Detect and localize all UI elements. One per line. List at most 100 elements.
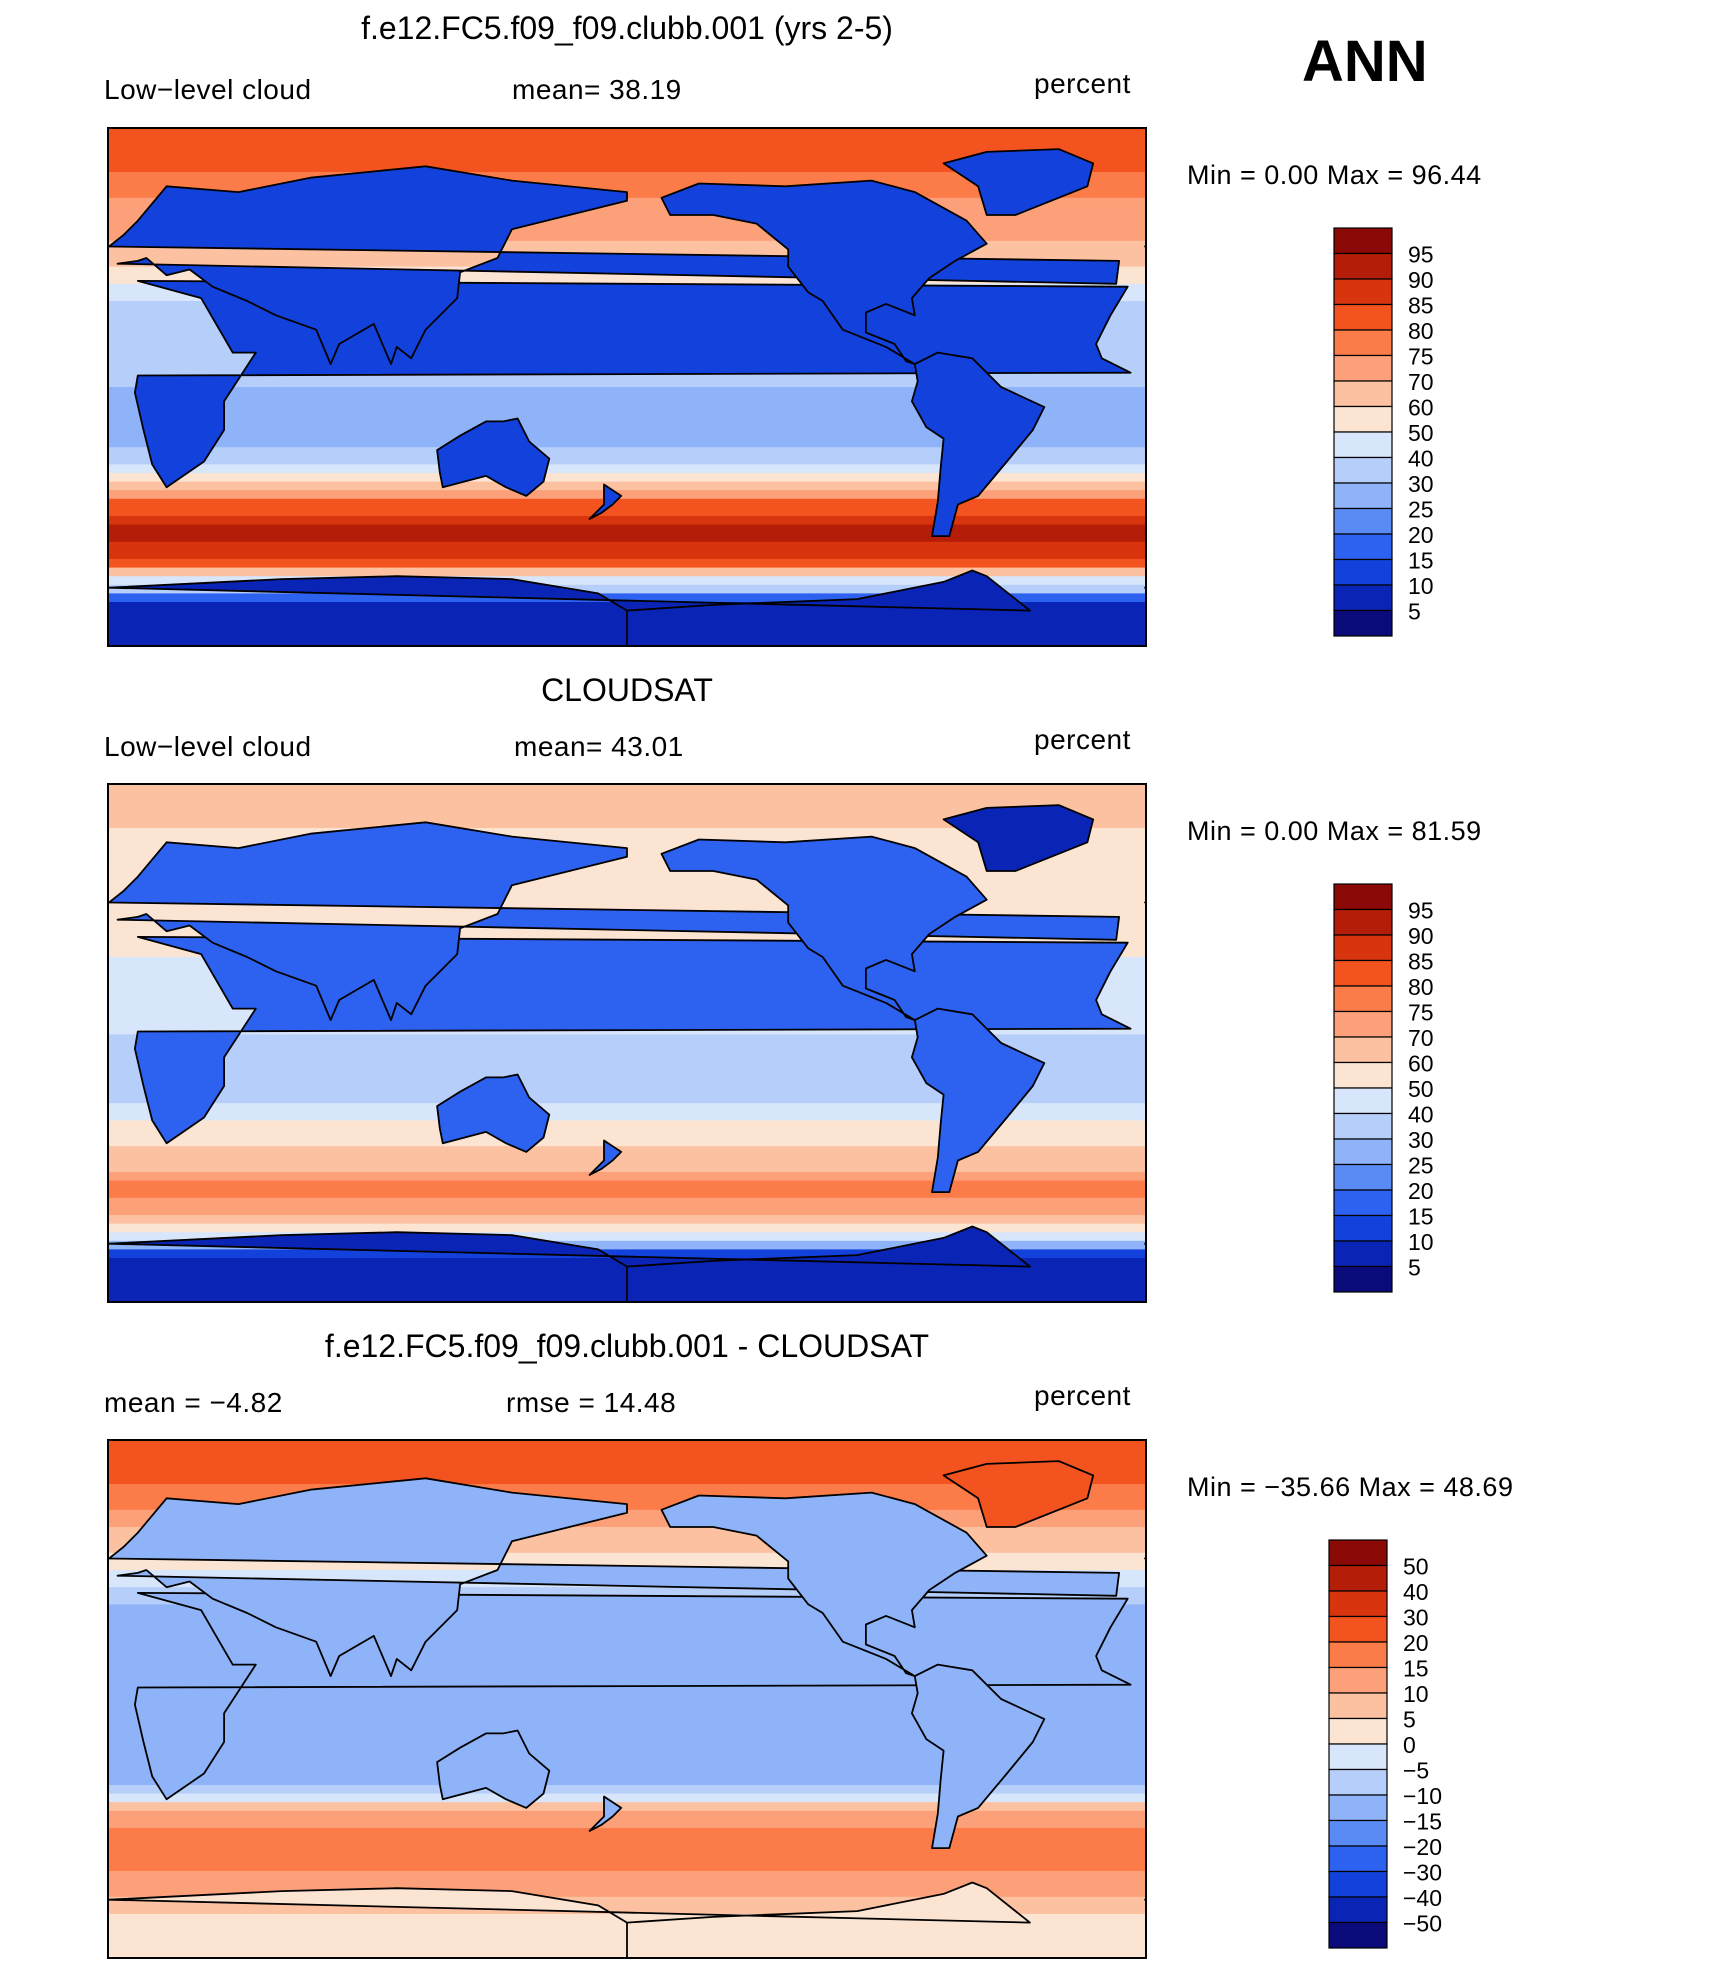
panel2-colorbar-tick-label: 95 bbox=[1408, 898, 1434, 924]
panel1-variable-label: Low−level cloud bbox=[104, 74, 312, 105]
panel1-lat-band bbox=[109, 395, 1145, 405]
panel2-lat-band bbox=[109, 1111, 1145, 1122]
panel2-colorbar-box bbox=[1333, 883, 1393, 911]
panel1-lat-band bbox=[109, 378, 1145, 388]
panel3-lat-band bbox=[109, 1879, 1145, 1889]
panel2-lat-band bbox=[109, 1034, 1145, 1044]
panel2-colorbar-tick-label: 10 bbox=[1408, 1229, 1434, 1255]
panel2-colorbar-box bbox=[1333, 1061, 1393, 1089]
panel2-lat-band bbox=[109, 1043, 1145, 1053]
panel3-lat-band bbox=[109, 1466, 1145, 1477]
panel2-lat-band bbox=[109, 896, 1145, 907]
panel1-colorbar-tick-label: 60 bbox=[1408, 395, 1434, 421]
panel3-colorbar-tick-label: −15 bbox=[1403, 1809, 1442, 1835]
panel2-colorbar-tick-label: 80 bbox=[1408, 974, 1434, 1000]
panel3-colorbar-box bbox=[1328, 1641, 1388, 1669]
panel2-colorbar-box bbox=[1333, 1214, 1393, 1242]
panel1-colorbar-box bbox=[1333, 303, 1393, 331]
panel3-colorbar-box bbox=[1328, 1590, 1388, 1618]
panel3-lat-band bbox=[109, 1802, 1145, 1812]
panel3-colorbar-tick-label: −30 bbox=[1403, 1860, 1442, 1886]
panel1-lat-band bbox=[109, 275, 1145, 285]
panel3-colorbar-tick-label: −50 bbox=[1403, 1911, 1442, 1937]
panel2-coastline-namerica bbox=[660, 835, 988, 1021]
panel1-lat-band bbox=[109, 404, 1145, 414]
panel2-map-field bbox=[109, 785, 1145, 1301]
panel1-colorbar-tick-label: 75 bbox=[1408, 344, 1434, 370]
panel3-land-group bbox=[109, 1460, 1145, 1957]
panel2-lat-band bbox=[109, 1077, 1145, 1087]
panel2-colorbar-tick-label: 25 bbox=[1408, 1153, 1434, 1179]
panel2-lat-band bbox=[109, 1172, 1145, 1182]
panel1-lat-band bbox=[109, 524, 1145, 534]
panel3-colorbar-tick-label: 40 bbox=[1403, 1579, 1429, 1605]
panel3-lat-band bbox=[109, 1518, 1145, 1528]
panel2-lat-band bbox=[109, 879, 1145, 889]
panel2-lat-band bbox=[109, 1215, 1145, 1225]
panel2-title: CLOUDSAT bbox=[541, 672, 713, 708]
panel2-lat-band bbox=[109, 1103, 1145, 1113]
panel1-lat-band bbox=[109, 129, 1145, 139]
panel2-lat-band bbox=[109, 1129, 1145, 1139]
panel1-lat-band bbox=[109, 412, 1145, 423]
panel2-colorbar-box bbox=[1333, 1036, 1393, 1064]
panel1-colorbar-tick-label: 95 bbox=[1408, 242, 1434, 268]
panel3-coastline-australia bbox=[436, 1729, 551, 1809]
panel1-lat-band bbox=[109, 172, 1145, 182]
panel3-lat-band bbox=[109, 1587, 1145, 1597]
panel3-colorbar-box bbox=[1328, 1692, 1388, 1720]
panel2-colorbar-box bbox=[1333, 1138, 1393, 1166]
panel1-coastline-australia bbox=[436, 417, 551, 497]
panel2-colorbar-tick-label: 90 bbox=[1408, 923, 1434, 949]
panel2-lat-band bbox=[109, 1068, 1145, 1079]
panel2-colorbar-box bbox=[1333, 908, 1393, 936]
panel3-lat-band bbox=[109, 1750, 1145, 1760]
panel1-colorbar-box bbox=[1333, 482, 1393, 510]
panel3-colorbar-tick-label: 50 bbox=[1403, 1554, 1429, 1580]
panel1-lat-band bbox=[109, 498, 1145, 509]
panel1-colorbar-box bbox=[1333, 609, 1393, 637]
panel3-lat-band bbox=[109, 1896, 1145, 1907]
panel3-colorbar-tick-label: −10 bbox=[1403, 1783, 1442, 1809]
panel1-lat-band bbox=[109, 180, 1145, 190]
panel1-lat-band bbox=[109, 154, 1145, 165]
panel2-lat-band bbox=[109, 1249, 1145, 1259]
panel2-colorbar-tick-label: 75 bbox=[1408, 1000, 1434, 1026]
panel1-lat-band bbox=[109, 541, 1145, 552]
panel3-colorbar-tick-label: 15 bbox=[1403, 1656, 1429, 1682]
panel2-lat-band bbox=[109, 1197, 1145, 1208]
panel1-title: f.e12.FC5.f09_f09.clubb.001 (yrs 2-5) bbox=[361, 10, 893, 46]
panel2-colorbar-tick-label: 60 bbox=[1408, 1051, 1434, 1077]
panel3-colorbar-tick-label: 20 bbox=[1403, 1630, 1429, 1656]
panel1-colorbar-box bbox=[1333, 405, 1393, 433]
panel1-colorbar-tick-label: 40 bbox=[1408, 446, 1434, 472]
panel2-lat-band bbox=[109, 1154, 1145, 1165]
panel2-lat-band bbox=[109, 828, 1145, 838]
season-label: ANN bbox=[1302, 29, 1428, 94]
panel2-lat-band bbox=[109, 862, 1145, 872]
panel3-map bbox=[107, 1439, 1147, 1959]
panel2-lat-band bbox=[109, 802, 1145, 812]
panel3-lat-band bbox=[109, 1853, 1145, 1864]
panel1-colorbar-tick-label: 80 bbox=[1408, 318, 1434, 344]
panel1-lat-band bbox=[109, 481, 1145, 491]
panel3-colorbar-box bbox=[1328, 1717, 1388, 1745]
panel1-lat-band bbox=[109, 567, 1145, 577]
panel3-lat-band bbox=[109, 1716, 1145, 1726]
panel2-coastline-antarctica bbox=[109, 1225, 1031, 1301]
panel3-rmse-label: rmse = 14.48 bbox=[506, 1387, 677, 1418]
panel1-colorbar-box bbox=[1333, 584, 1393, 612]
panel3-lat-band bbox=[109, 1449, 1145, 1459]
panel2-map bbox=[107, 783, 1147, 1303]
panel2-lat-band bbox=[109, 853, 1145, 864]
panel3-coastline-antarctica bbox=[109, 1881, 1031, 1957]
panel1-mean-label: mean= 38.19 bbox=[512, 74, 682, 105]
panel3-colorbar-box bbox=[1328, 1539, 1388, 1567]
panel1-colorbar-box bbox=[1333, 227, 1393, 255]
panel2-colorbar-tick-label: 50 bbox=[1408, 1076, 1434, 1102]
panel2-colorbar-box bbox=[1333, 985, 1393, 1013]
panel3-coastline-namerica bbox=[660, 1491, 988, 1677]
panel1-lat-band bbox=[109, 584, 1145, 595]
panel1-lat-band bbox=[109, 137, 1145, 147]
panel1-colorbar-tick-label: 5 bbox=[1408, 599, 1421, 625]
